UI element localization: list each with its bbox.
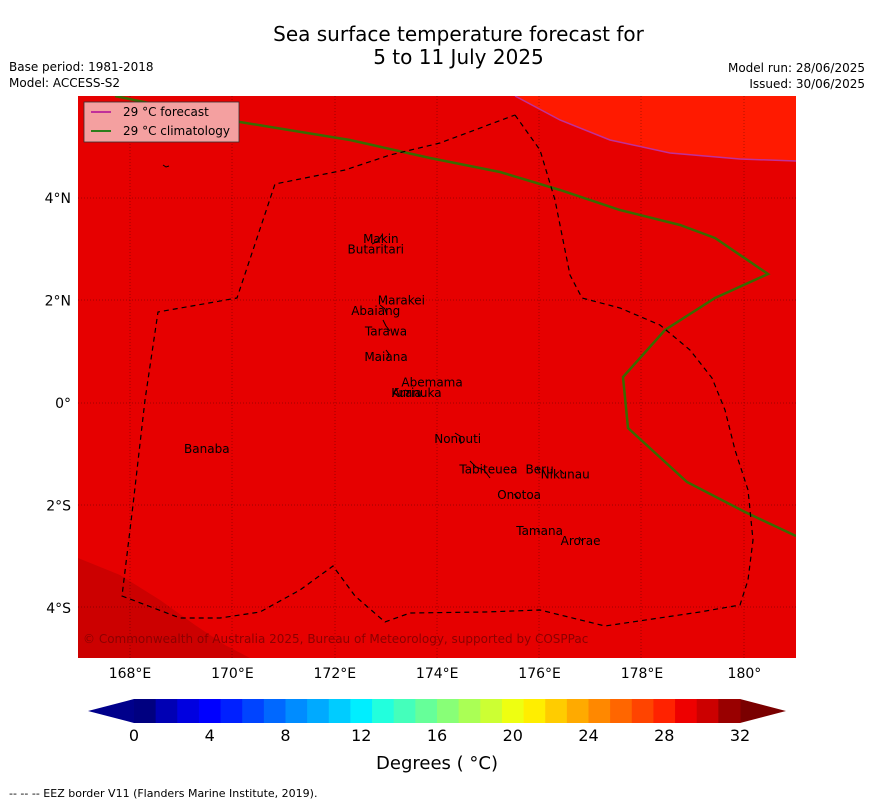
legend-forecast-label: 29 °C forecast	[123, 105, 209, 119]
colorbar-cell	[328, 699, 351, 723]
longitude-tick-label: 178°E	[621, 666, 664, 682]
colorbar-cell	[372, 699, 395, 723]
colorbar-tick-label: 4	[205, 726, 215, 745]
place-label: Arorae	[561, 534, 601, 548]
sst-cool-region	[78, 558, 250, 658]
latitude-tick-label: 0°	[55, 396, 71, 412]
colorbar-cell	[263, 699, 286, 723]
colorbar-tick-label: 0	[129, 726, 139, 745]
colorbar-cell	[566, 699, 589, 723]
colorbar-tick-label: 8	[280, 726, 290, 745]
longitude-tick-label: 168°E	[109, 666, 152, 682]
title-line-1: Sea surface temperature forecast for	[273, 22, 644, 46]
model-run: Model run: 28/06/2025	[727, 61, 865, 75]
colorbar-cell	[415, 699, 438, 723]
place-label: Butaritari	[348, 242, 405, 256]
colorbar-cell	[242, 699, 265, 723]
colorbar-cell	[134, 699, 157, 723]
forecast-29c-contour	[514, 96, 796, 162]
base-period: Base period: 1981-2018	[9, 60, 154, 74]
colorbar-cell	[610, 699, 633, 723]
colorbar-cell	[718, 699, 741, 723]
place-label: Nonouti	[434, 432, 481, 446]
colorbar-tick-label: 24	[578, 726, 598, 745]
colorbar-cell	[523, 699, 546, 723]
place-label: Aranuka	[392, 386, 442, 400]
place-label: Beru	[526, 463, 554, 477]
longitude-tick-label: 172°E	[314, 666, 357, 682]
place-label: Nikunau	[541, 468, 590, 482]
colorbar-tick-label: 32	[730, 726, 750, 745]
colorbar-tick-label: 16	[427, 726, 447, 745]
place-label: Makin	[363, 232, 399, 246]
colorbar-cell	[220, 699, 243, 723]
colorbar: 0 4 8 12 16 20 24 28 32	[88, 699, 786, 745]
colorbar-cell	[177, 699, 200, 723]
longitude-labels: 168°E 170°E 172°E 174°E 176°E 178°E 180°	[109, 666, 762, 682]
legend: 29 °C forecast 29 °C climatology	[83, 101, 240, 143]
colorbar-over-arrow	[740, 699, 786, 723]
colorbar-cell	[393, 699, 416, 723]
eez-border	[121, 114, 754, 627]
longitude-tick-label: 176°E	[518, 666, 561, 682]
place-label: Maiana	[364, 350, 407, 364]
colorbar-cell	[285, 699, 308, 723]
colorbar-tick-label: 28	[654, 726, 674, 745]
island-outlines	[162, 164, 583, 542]
place-label: Kuria	[391, 386, 422, 400]
colorbar-tick-label: 12	[351, 726, 371, 745]
colorbar-cell	[588, 699, 611, 723]
place-label: Tabiteuea	[458, 463, 517, 477]
latitude-tick-label: 4°S	[46, 601, 71, 617]
colorbar-cell	[653, 699, 676, 723]
latitude-labels: 4°N 2°N 0° 2°S 4°S	[45, 191, 72, 617]
colorbar-cell	[545, 699, 568, 723]
colorbar-cell	[480, 699, 503, 723]
place-label: Banaba	[184, 442, 230, 456]
grid-lines	[78, 96, 796, 658]
longitude-tick-label: 174°E	[416, 666, 459, 682]
longitude-tick-label: 180°	[728, 666, 762, 682]
colorbar-cell	[675, 699, 698, 723]
colorbar-cell	[350, 699, 373, 723]
colorbar-title: Degrees ( °C)	[376, 753, 498, 774]
colorbar-tick-label: 20	[503, 726, 523, 745]
sst-warm-region	[515, 96, 796, 161]
place-label: Onotoa	[497, 488, 541, 502]
model-name: Model: ACCESS-S2	[9, 76, 121, 90]
place-label: Tarawa	[364, 324, 407, 338]
place-label: Abaiang	[351, 304, 400, 318]
place-label: Abemama	[401, 376, 462, 390]
place-label: Marakei	[378, 294, 425, 308]
longitude-tick-label: 170°E	[211, 666, 254, 682]
colorbar-cell	[631, 699, 654, 723]
colorbar-cell	[501, 699, 525, 723]
colorbar-cell	[696, 699, 719, 723]
colorbar-cell	[155, 699, 178, 723]
latitude-tick-label: 2°S	[46, 498, 71, 514]
colorbar-cell	[198, 699, 222, 723]
colorbar-cell	[307, 699, 330, 723]
colorbar-cell	[458, 699, 481, 723]
issued-date: Issued: 30/06/2025	[749, 77, 865, 91]
legend-climatology-label: 29 °C climatology	[123, 124, 230, 138]
title-line-2: 5 to 11 July 2025	[373, 45, 544, 69]
latitude-tick-label: 2°N	[45, 294, 71, 310]
colorbar-cell	[437, 699, 460, 723]
colorbar-under-arrow	[88, 699, 134, 723]
place-label: Tamana	[515, 524, 563, 538]
eez-footnote: -- -- -- EEZ border V11 (Flanders Marine…	[9, 787, 317, 800]
latitude-tick-label: 4°N	[45, 191, 71, 207]
copyright-text: © Commonwealth of Australia 2025, Bureau…	[83, 632, 588, 646]
